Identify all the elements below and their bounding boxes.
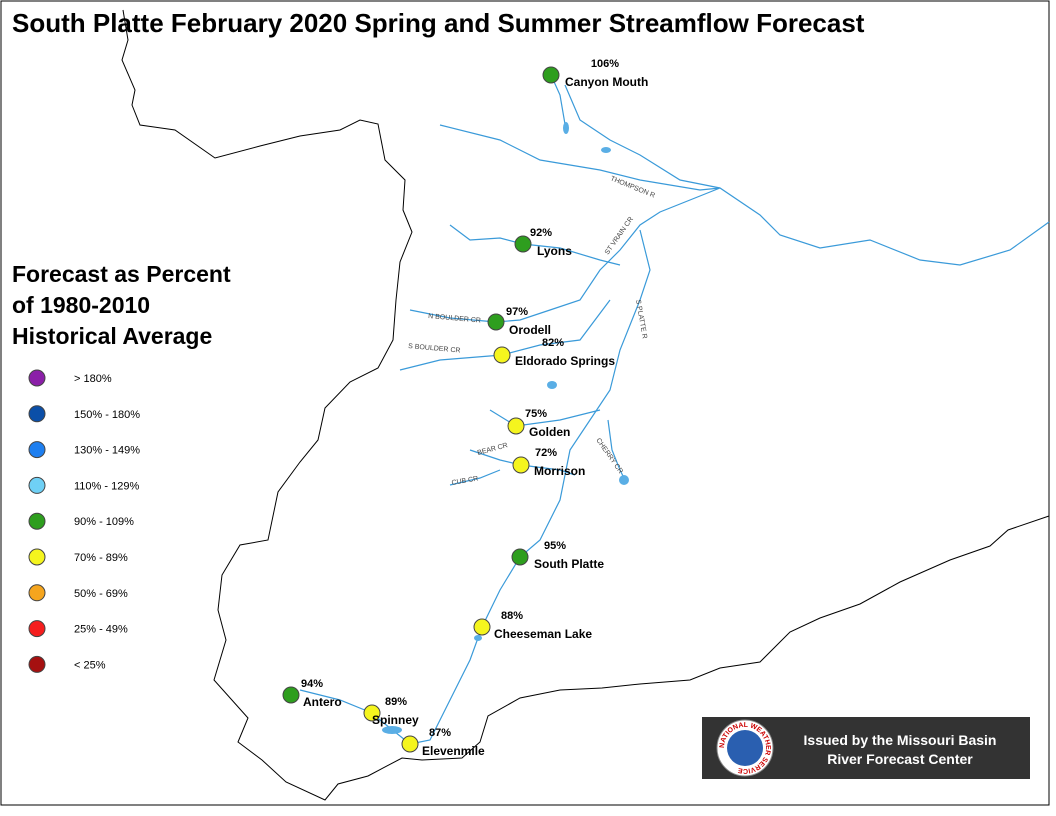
station-name: Antero bbox=[303, 695, 342, 709]
legend-title: Forecast as Percent of 1980-2010 Historica… bbox=[12, 261, 231, 349]
station-name: Canyon Mouth bbox=[565, 75, 648, 89]
legend: > 180% 150% - 180% 130% - 149% 110% - 129% 9… bbox=[28, 369, 140, 673]
station-percent: 92% bbox=[530, 227, 552, 239]
station-name: Spinney bbox=[372, 713, 419, 727]
legend-label: 90% - 109% bbox=[74, 516, 134, 528]
station-name: Morrison bbox=[534, 464, 585, 478]
legend-label: 150% - 180% bbox=[74, 409, 140, 421]
legend-title-line: of 1980-2010 bbox=[12, 292, 150, 318]
station-name: Eldorado Springs bbox=[515, 354, 615, 368]
station-percent: 97% bbox=[506, 306, 528, 318]
badge: NATIONAL WEATHER SERVICE Issued by the M… bbox=[702, 717, 1030, 779]
legend-swatch bbox=[28, 476, 46, 494]
legend-swatch bbox=[28, 405, 46, 423]
station-percent: 75% bbox=[525, 408, 547, 420]
station-name: Lyons bbox=[537, 244, 572, 258]
station-name: Orodell bbox=[509, 323, 551, 337]
station-marker bbox=[363, 704, 381, 722]
legend-swatch bbox=[28, 512, 46, 530]
station-marker bbox=[493, 346, 511, 364]
station-name: Cheeseman Lake bbox=[494, 627, 592, 641]
station-marker bbox=[487, 313, 505, 331]
river-label: N BOULDER CR bbox=[428, 313, 481, 325]
legend-title-line: Forecast as Percent bbox=[12, 261, 231, 287]
station-marker bbox=[282, 686, 300, 704]
station-name: South Platte bbox=[534, 557, 604, 571]
station-percent: 72% bbox=[535, 447, 557, 459]
station-marker bbox=[507, 417, 525, 435]
map-title: South Platte February 2020 Spring and Su… bbox=[12, 8, 865, 38]
river-label: S BOULDER CR bbox=[408, 343, 461, 355]
legend-label: 110% - 129% bbox=[74, 480, 139, 492]
legend-swatch bbox=[28, 584, 46, 602]
station-marker bbox=[511, 548, 529, 566]
logo-center bbox=[727, 730, 763, 766]
station-marker bbox=[401, 735, 419, 753]
legend-title-line: Historical Average bbox=[12, 323, 212, 349]
basin-outline bbox=[121, 9, 1050, 801]
station-percent: 87% bbox=[429, 727, 451, 739]
station-name: Golden bbox=[529, 425, 570, 439]
station-marker bbox=[514, 235, 532, 253]
legend-label: 70% - 89% bbox=[74, 552, 128, 564]
lakes bbox=[382, 122, 629, 734]
station-percent: 82% bbox=[542, 337, 564, 349]
station-percent: 88% bbox=[501, 610, 523, 622]
legend-swatch bbox=[28, 620, 46, 638]
badge-line: Issued by the Missouri Basin bbox=[804, 732, 997, 748]
badge-line: River Forecast Center bbox=[827, 751, 973, 767]
legend-swatch bbox=[28, 441, 46, 459]
river-label: CUB CR bbox=[451, 475, 479, 487]
legend-swatch bbox=[28, 548, 46, 566]
legend-label: 25% - 49% bbox=[74, 624, 128, 636]
station-marker bbox=[512, 456, 530, 474]
station-percent: 95% bbox=[544, 540, 566, 552]
legend-label: 50% - 69% bbox=[74, 588, 128, 600]
station-percent: 89% bbox=[385, 696, 407, 708]
station-percent: 94% bbox=[301, 678, 323, 690]
station-name: Elevenmile bbox=[422, 744, 485, 758]
legend-label: < 25% bbox=[74, 659, 106, 671]
legend-swatch bbox=[28, 655, 46, 673]
legend-label: 130% - 149% bbox=[74, 445, 140, 457]
legend-label: > 180% bbox=[74, 373, 112, 385]
station-marker bbox=[542, 66, 560, 84]
legend-swatch bbox=[28, 369, 46, 387]
station-percent: 106% bbox=[591, 58, 619, 70]
station-marker bbox=[473, 618, 491, 636]
